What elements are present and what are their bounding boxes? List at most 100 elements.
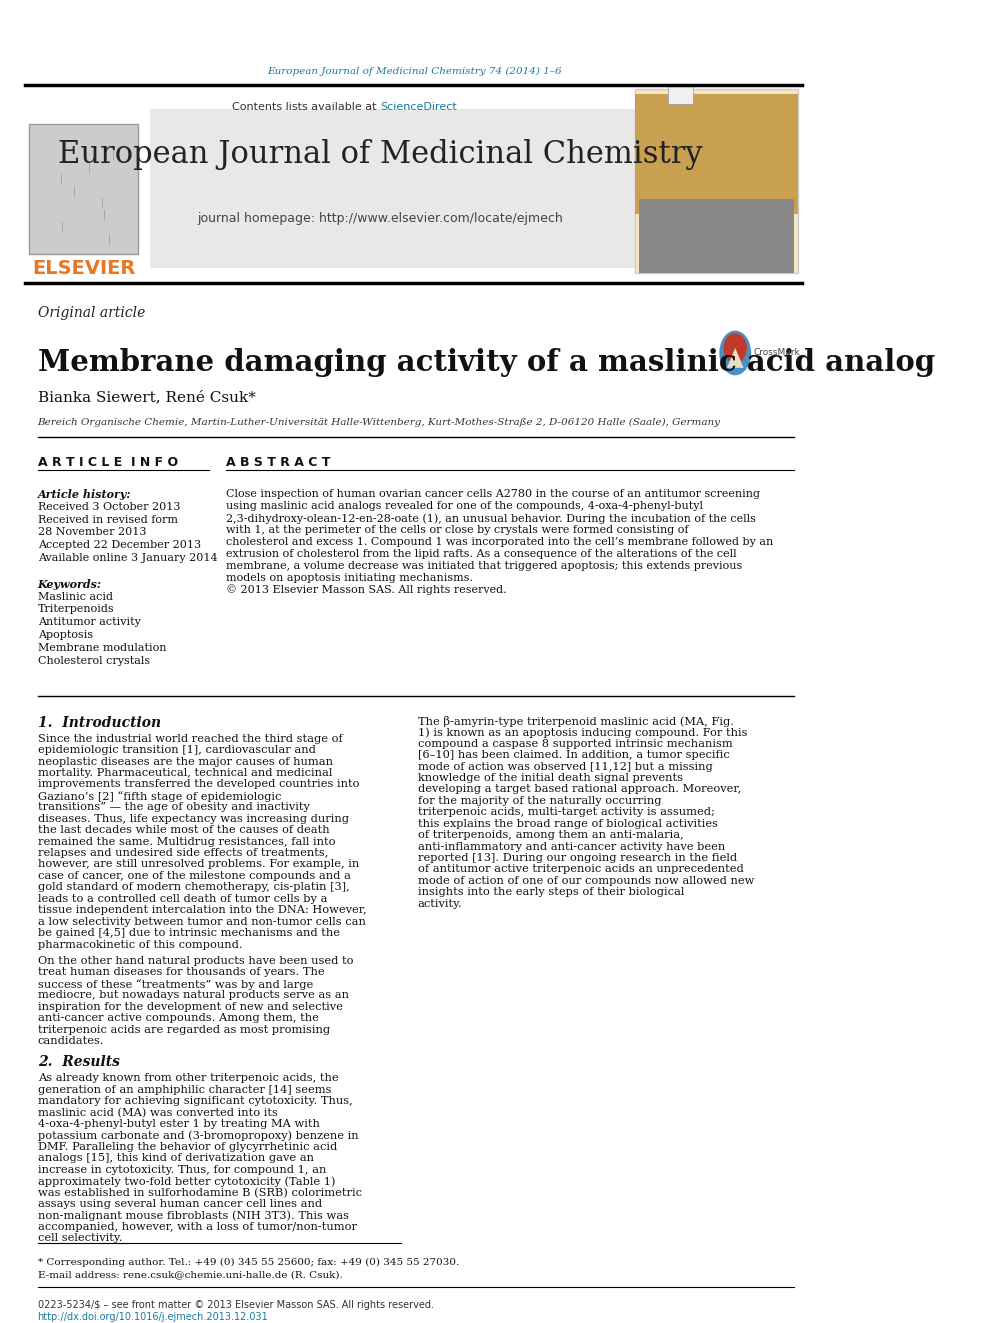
Text: be gained [4,5] due to intrinsic mechanisms and the: be gained [4,5] due to intrinsic mechani… — [38, 927, 339, 938]
Text: Triterpenoids: Triterpenoids — [38, 605, 114, 614]
Text: treat human diseases for thousands of years. The: treat human diseases for thousands of ye… — [38, 967, 324, 978]
Text: maslinic acid (MA) was converted into its: maslinic acid (MA) was converted into it… — [38, 1107, 278, 1118]
Bar — [29, 124, 138, 254]
Text: DMF. Paralleling the behavior of glycyrrhetinic acid: DMF. Paralleling the behavior of glycyrr… — [38, 1142, 337, 1152]
Text: diseases. Thus, life expectancy was increasing during: diseases. Thus, life expectancy was incr… — [38, 814, 348, 824]
Text: accompanied, however, with a loss of tumor/non-tumor: accompanied, however, with a loss of tum… — [38, 1222, 356, 1232]
Text: 28 November 2013: 28 November 2013 — [38, 527, 146, 537]
Text: On the other hand natural products have been used to: On the other hand natural products have … — [38, 957, 353, 966]
Text: case of cancer, one of the milestone compounds and a: case of cancer, one of the milestone com… — [38, 871, 350, 881]
Text: with 1, at the perimeter of the cells or close by crystals were formed consistin: with 1, at the perimeter of the cells or… — [225, 525, 688, 534]
Text: Article history:: Article history: — [38, 490, 131, 500]
Text: mortality. Pharmaceutical, technical and medicinal: mortality. Pharmaceutical, technical and… — [38, 769, 332, 778]
Text: models on apoptosis initiating mechanisms.: models on apoptosis initiating mechanism… — [225, 573, 472, 582]
Text: epidemiologic transition [1], cardiovascular and: epidemiologic transition [1], cardiovasc… — [38, 745, 315, 755]
Text: Apoptosis: Apoptosis — [38, 630, 92, 640]
Text: E-mail address: rene.csuk@chemie.uni-halle.de (R. Csuk).: E-mail address: rene.csuk@chemie.uni-hal… — [38, 1270, 342, 1279]
Text: triterpenoic acids, multi-target activity is assumed;: triterpenoic acids, multi-target activit… — [418, 807, 714, 818]
Text: knowledge of the initial death signal prevents: knowledge of the initial death signal pr… — [418, 773, 682, 783]
Text: insights into the early steps of their biological: insights into the early steps of their b… — [418, 888, 684, 897]
Text: [6–10] has been claimed. In addition, a tumor specific: [6–10] has been claimed. In addition, a … — [418, 750, 729, 761]
Text: mandatory for achieving significant cytotoxicity. Thus,: mandatory for achieving significant cyto… — [38, 1095, 352, 1106]
Text: mediocre, but nowadays natural products serve as an: mediocre, but nowadays natural products … — [38, 990, 348, 1000]
Text: potassium carbonate and (3-bromopropoxy) benzene in: potassium carbonate and (3-bromopropoxy)… — [38, 1130, 358, 1140]
Text: improvements transferred the developed countries into: improvements transferred the developed c… — [38, 779, 359, 790]
Text: Gaziano’s [2] “fifth stage of epidemiologic: Gaziano’s [2] “fifth stage of epidemiolo… — [38, 791, 281, 802]
Text: triterpenoic acids are regarded as most promising: triterpenoic acids are regarded as most … — [38, 1024, 329, 1035]
Text: Contents lists available at: Contents lists available at — [232, 102, 380, 112]
Text: anti-cancer active compounds. Among them, the: anti-cancer active compounds. Among them… — [38, 1013, 318, 1023]
Text: Received in revised form: Received in revised form — [38, 515, 178, 525]
Text: ELSEVIER: ELSEVIER — [32, 259, 135, 278]
Text: 4-oxa-4-phenyl-butyl ester 1 by treating MA with: 4-oxa-4-phenyl-butyl ester 1 by treating… — [38, 1119, 319, 1129]
Text: success of these “treatments” was by and large: success of these “treatments” was by and… — [38, 979, 312, 990]
Text: reported [13]. During our ongoing research in the field: reported [13]. During our ongoing resear… — [418, 853, 737, 863]
Text: 0223-5234/$ – see front matter © 2013 Elsevier Masson SAS. All rights reserved.: 0223-5234/$ – see front matter © 2013 El… — [38, 1301, 434, 1310]
Text: anti-inflammatory and anti-cancer activity have been: anti-inflammatory and anti-cancer activi… — [418, 841, 725, 852]
Text: A B S T R A C T: A B S T R A C T — [225, 456, 330, 468]
Text: Close inspection of human ovarian cancer cells A2780 in the course of an antitum: Close inspection of human ovarian cancer… — [225, 490, 760, 499]
Text: generation of an amphiphilic character [14] seems: generation of an amphiphilic character [… — [38, 1085, 331, 1094]
Text: extrusion of cholesterol from the lipid rafts. As a consequence of the alteratio: extrusion of cholesterol from the lipid … — [225, 549, 736, 558]
Text: assays using several human cancer cell lines and: assays using several human cancer cell l… — [38, 1199, 321, 1209]
Text: neoplastic diseases are the major causes of human: neoplastic diseases are the major causes… — [38, 757, 332, 766]
Text: As already known from other triterpenoic acids, the: As already known from other triterpenoic… — [38, 1073, 338, 1084]
Text: the last decades while most of the causes of death: the last decades while most of the cause… — [38, 826, 329, 835]
Text: using maslinic acid analogs revealed for one of the compounds, 4-oxa-4-phenyl-bu: using maslinic acid analogs revealed for… — [225, 501, 702, 511]
Bar — [635, 90, 798, 274]
Text: inspiration for the development of new and selective: inspiration for the development of new a… — [38, 1002, 342, 1012]
Text: developing a target based rational approach. Moreover,: developing a target based rational appro… — [418, 785, 741, 794]
Text: A R T I C L E  I N F O: A R T I C L E I N F O — [38, 456, 178, 468]
Text: 2.  Results: 2. Results — [38, 1056, 119, 1069]
Text: Antitumor activity: Antitumor activity — [38, 618, 141, 627]
Bar — [25, 110, 635, 269]
Text: cholesterol and excess 1. Compound 1 was incorporated into the cell’s membrane f: cholesterol and excess 1. Compound 1 was… — [225, 537, 773, 546]
Text: ScienceDirect: ScienceDirect — [380, 102, 457, 112]
Text: of triterpenoids, among them an anti-malaria,: of triterpenoids, among them an anti-mal… — [418, 830, 683, 840]
Text: Maslinic acid: Maslinic acid — [38, 591, 113, 602]
Text: Accepted 22 December 2013: Accepted 22 December 2013 — [38, 540, 200, 550]
Text: analogs [15], this kind of derivatization gave an: analogs [15], this kind of derivatizatio… — [38, 1154, 313, 1163]
Text: approximately two-fold better cytotoxicity (Table 1): approximately two-fold better cytotoxici… — [38, 1176, 335, 1187]
Text: Since the industrial world reached the third stage of: Since the industrial world reached the t… — [38, 734, 342, 744]
Text: compound a caspase 8 supported intrinsic mechanism: compound a caspase 8 supported intrinsic… — [418, 738, 732, 749]
Text: pharmacokinetic of this compound.: pharmacokinetic of this compound. — [38, 939, 242, 950]
Text: Membrane damaging activity of a maslinic acid analog: Membrane damaging activity of a maslinic… — [38, 348, 934, 377]
Text: a low selectivity between tumor and non-tumor cells can: a low selectivity between tumor and non-… — [38, 917, 365, 926]
Text: increase in cytotoxicity. Thus, for compound 1, an: increase in cytotoxicity. Thus, for comp… — [38, 1164, 326, 1175]
Text: of antitumor active triterpenoic acids an unprecedented: of antitumor active triterpenoic acids a… — [418, 864, 743, 875]
Bar — [635, 94, 798, 214]
Text: leads to a controlled cell death of tumor cells by a: leads to a controlled cell death of tumo… — [38, 894, 327, 904]
Text: candidates.: candidates. — [38, 1036, 104, 1046]
Text: Original article: Original article — [38, 306, 145, 320]
Text: cell selectivity.: cell selectivity. — [38, 1233, 122, 1244]
Ellipse shape — [723, 333, 747, 363]
Text: http://dx.doi.org/10.1016/j.ejmech.2013.12.031: http://dx.doi.org/10.1016/j.ejmech.2013.… — [38, 1312, 269, 1322]
Text: remained the same. Multidrug resistances, fall into: remained the same. Multidrug resistances… — [38, 836, 335, 847]
Text: 1.  Introduction: 1. Introduction — [38, 716, 161, 730]
Text: transitions” — the age of obesity and inactivity: transitions” — the age of obesity and in… — [38, 802, 310, 812]
Text: activity.: activity. — [418, 898, 462, 909]
Text: European Journal of Medicinal Chemistry 74 (2014) 1–6: European Journal of Medicinal Chemistry … — [267, 67, 561, 77]
Ellipse shape — [719, 331, 751, 376]
Text: Bianka Siewert, René Csuk*: Bianka Siewert, René Csuk* — [38, 390, 256, 405]
Text: Membrane modulation: Membrane modulation — [38, 643, 166, 654]
Text: * Corresponding author. Tel.: +49 (0) 345 55 25600; fax: +49 (0) 345 55 27030.: * Corresponding author. Tel.: +49 (0) 34… — [38, 1258, 459, 1266]
Text: tissue independent intercalation into the DNA: However,: tissue independent intercalation into th… — [38, 905, 366, 916]
Bar — [25, 85, 151, 269]
Text: however, are still unresolved problems. For example, in: however, are still unresolved problems. … — [38, 860, 359, 869]
Text: European Journal of Medicinal Chemistry: European Journal of Medicinal Chemistry — [58, 139, 702, 169]
Text: gold standard of modern chemotherapy, cis-platin [3],: gold standard of modern chemotherapy, ci… — [38, 882, 349, 892]
Text: for the majority of the naturally occurring: for the majority of the naturally occurr… — [418, 796, 662, 806]
Text: this explains the broad range of biological activities: this explains the broad range of biologi… — [418, 819, 718, 828]
Text: Received 3 October 2013: Received 3 October 2013 — [38, 501, 181, 512]
Bar — [669, 85, 693, 105]
Text: Cholesterol crystals: Cholesterol crystals — [38, 656, 150, 667]
Text: Bereich Organische Chemie, Martin-Luther-Universität Halle-Wittenberg, Kurt-Moth: Bereich Organische Chemie, Martin-Luther… — [38, 418, 720, 427]
Text: non-malignant mouse fibroblasts (NIH 3T3). This was: non-malignant mouse fibroblasts (NIH 3T3… — [38, 1211, 348, 1221]
Text: The β-amyrin-type triterpenoid maslinic acid (MA, Fig.: The β-amyrin-type triterpenoid maslinic … — [418, 716, 734, 726]
Text: relapses and undesired side effects of treatments,: relapses and undesired side effects of t… — [38, 848, 328, 859]
Text: mode of action of one of our compounds now allowed new: mode of action of one of our compounds n… — [418, 876, 754, 886]
Text: 1) is known as an apoptosis inducing compound. For this: 1) is known as an apoptosis inducing com… — [418, 728, 747, 738]
Polygon shape — [727, 348, 744, 368]
